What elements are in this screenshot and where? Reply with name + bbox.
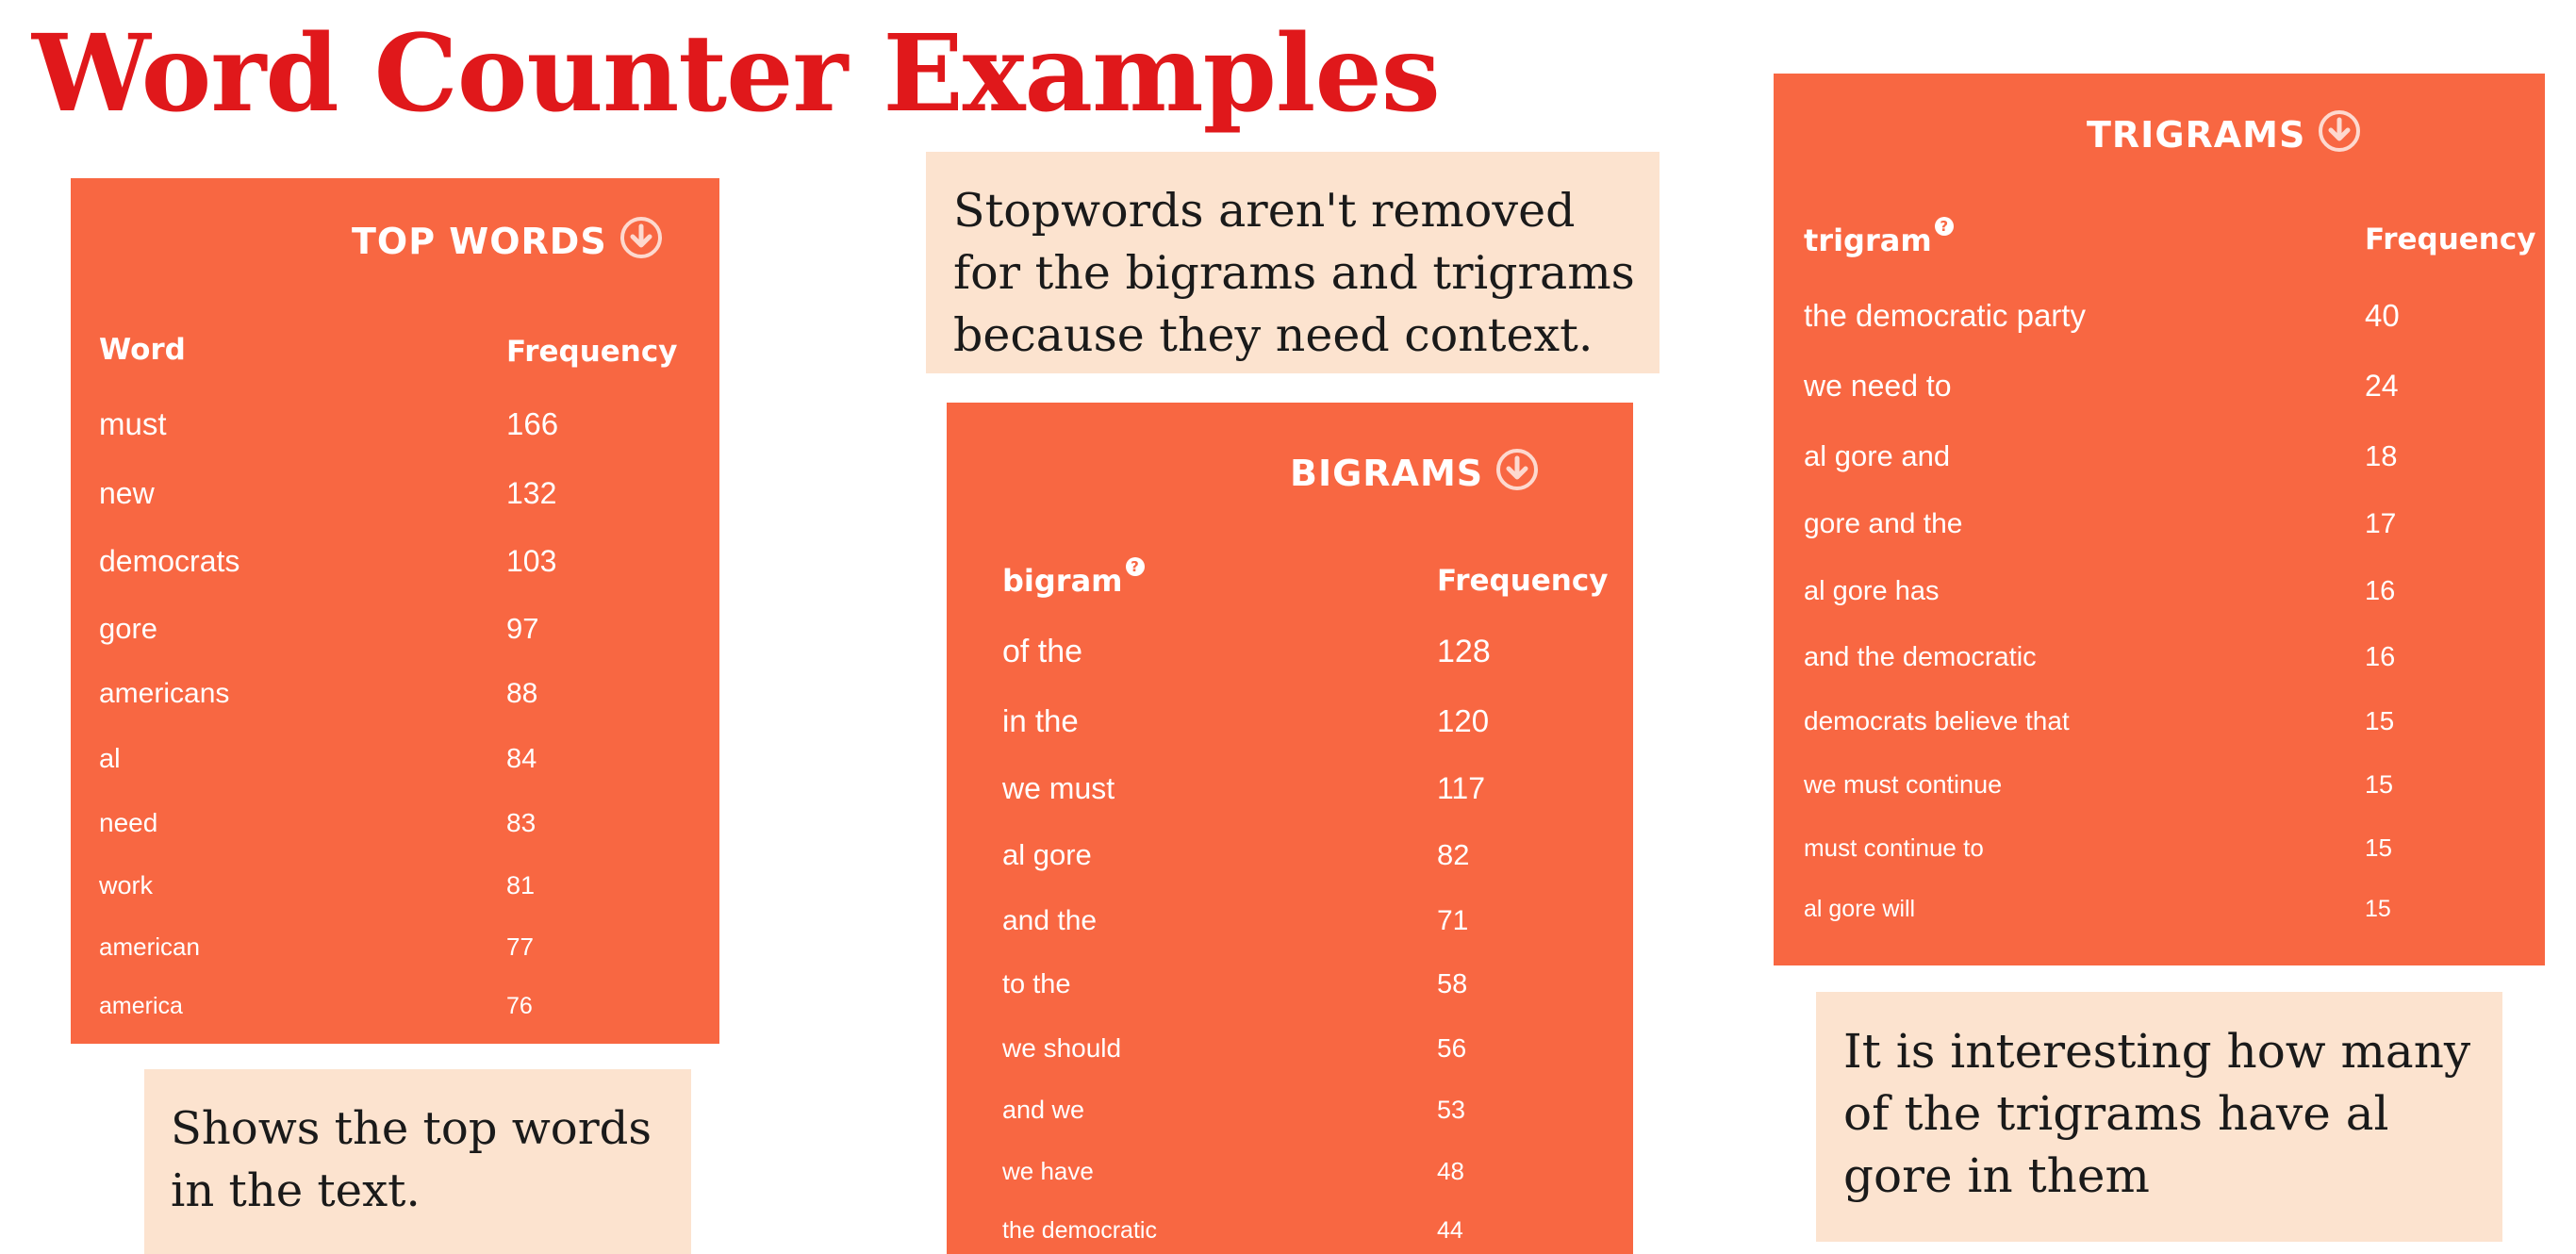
row-frequency: 18 [2365, 439, 2398, 472]
row-term: we have [1002, 1157, 1094, 1185]
top-words-note-text: Shows the top words in the text. [171, 1102, 652, 1217]
row-frequency: 71 [1437, 905, 1469, 936]
row-term: al gore has [1804, 576, 1940, 606]
stopwords-note-text: Stopwords aren't removed for the bigrams… [953, 184, 1635, 362]
row-frequency: 40 [2365, 298, 2400, 333]
row-frequency: 132 [506, 476, 557, 510]
row-term: democrats believe that [1804, 706, 2070, 735]
row-term: we must continue [1804, 770, 2003, 799]
row-term: al gore and [1804, 439, 1951, 472]
stopwords-note: Stopwords aren't removed for the bigrams… [926, 152, 1660, 373]
row-term: must continue to [1804, 833, 1984, 862]
row-frequency: 15 [2365, 896, 2391, 922]
row-frequency: 82 [1437, 838, 1470, 871]
bigrams-heading-label: BIGRAMS [1290, 453, 1484, 494]
column-header-frequency[interactable]: Frequency [2365, 223, 2536, 256]
top-words-heading-label: TOP WORDS [352, 221, 607, 262]
row-term: need [99, 808, 158, 837]
question-circle-icon[interactable]: ? [1125, 557, 1145, 576]
trigrams-note-text: It is interesting how many of the trigra… [1843, 1024, 2471, 1203]
row-term: and we [1002, 1096, 1085, 1124]
row-term: in the [1002, 703, 1079, 738]
row-term: must [99, 406, 167, 441]
row-term: we need to [1804, 369, 1952, 403]
row-frequency: 81 [506, 871, 536, 899]
row-term: americans [99, 678, 230, 709]
row-frequency: 16 [2365, 576, 2396, 606]
row-frequency: 24 [2365, 369, 2399, 403]
download-circle-icon[interactable] [619, 215, 664, 269]
row-term: we should [1002, 1033, 1122, 1063]
column-header-trigram[interactable]: trigram? [1804, 217, 1954, 258]
row-term: al gore will [1804, 896, 1916, 922]
row-frequency: 166 [506, 406, 559, 441]
row-frequency: 17 [2365, 508, 2397, 539]
row-frequency: 16 [2365, 642, 2396, 672]
trigrams-heading-label: TRIGRAMS [2087, 114, 2306, 156]
row-term: america [99, 993, 183, 1019]
row-term: gore [99, 612, 158, 645]
row-term: to the [1002, 969, 1071, 999]
row-frequency: 84 [506, 744, 537, 774]
row-term: american [99, 932, 200, 961]
row-frequency: 15 [2365, 833, 2392, 862]
row-frequency: 15 [2365, 706, 2395, 735]
question-circle-icon[interactable]: ? [1934, 217, 1954, 236]
row-frequency: 56 [1437, 1033, 1467, 1063]
row-frequency: 83 [506, 808, 537, 837]
row-frequency: 77 [506, 932, 534, 961]
column-header-trigram-label: trigram [1804, 223, 1932, 258]
row-frequency: 97 [506, 612, 539, 645]
row-term: of the [1002, 634, 1083, 669]
top-words-heading: TOP WORDS [352, 216, 664, 267]
row-frequency: 44 [1437, 1217, 1463, 1244]
row-term: al gore [1002, 838, 1092, 871]
column-header-frequency[interactable]: Frequency [506, 335, 678, 369]
row-term: work [99, 871, 154, 899]
row-term: new [99, 476, 155, 510]
download-circle-icon[interactable] [1494, 447, 1540, 501]
row-frequency: 15 [2365, 770, 2394, 799]
row-frequency: 76 [506, 993, 533, 1019]
column-header-bigram[interactable]: bigram? [1002, 557, 1145, 599]
column-header-bigram-label: bigram [1002, 563, 1123, 599]
row-frequency: 117 [1437, 771, 1486, 805]
row-term: we must [1002, 771, 1115, 805]
row-term: democrats [99, 544, 240, 578]
trigrams-note: It is interesting how many of the trigra… [1816, 992, 2502, 1242]
column-header-frequency[interactable]: Frequency [1437, 564, 1609, 598]
trigrams-heading: TRIGRAMS [2087, 109, 2362, 160]
row-frequency: 88 [506, 678, 538, 709]
row-term: gore and the [1804, 508, 1963, 539]
trigrams-panel: TRIGRAMS trigram? Frequency the democrat… [1774, 74, 2545, 965]
row-term: al [99, 744, 121, 774]
top-words-note: Shows the top words in the text. [144, 1069, 691, 1254]
top-words-panel: TOP WORDS Word Frequency must 166 new 13… [71, 178, 719, 1044]
row-frequency: 53 [1437, 1096, 1466, 1124]
row-term: and the democratic [1804, 642, 2037, 672]
row-frequency: 58 [1437, 969, 1468, 999]
row-frequency: 103 [506, 544, 557, 578]
row-term: and the [1002, 905, 1098, 936]
row-frequency: 128 [1437, 634, 1491, 669]
page-title: Word Counter Examples [32, 12, 1441, 136]
row-frequency: 120 [1437, 703, 1490, 738]
download-circle-icon[interactable] [2317, 108, 2362, 162]
column-header-word[interactable]: Word [99, 333, 186, 367]
bigrams-heading: BIGRAMS [1290, 448, 1540, 499]
bigrams-panel: BIGRAMS bigram? Frequency of the 128 in … [947, 403, 1633, 1254]
row-term: the democratic [1002, 1217, 1157, 1244]
row-frequency: 48 [1437, 1157, 1464, 1185]
row-term: the democratic party [1804, 298, 2086, 333]
